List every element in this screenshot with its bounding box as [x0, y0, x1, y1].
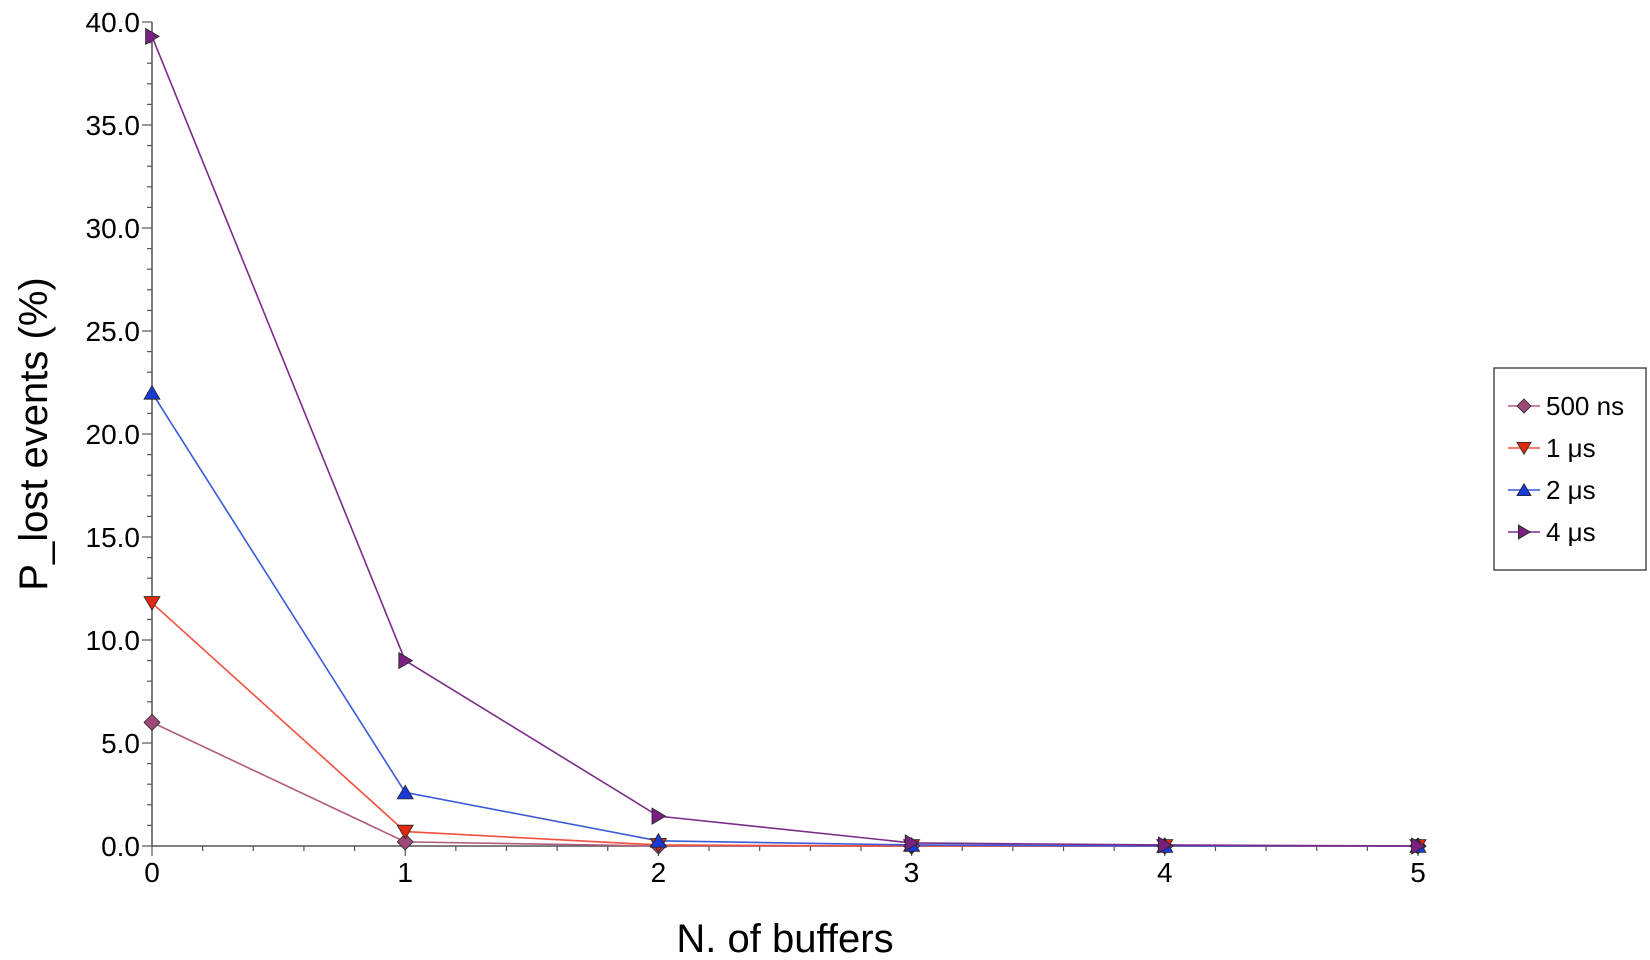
y-tick-label: 15.0	[86, 522, 141, 553]
data-point-2-s	[396, 784, 414, 800]
y-tick-label: 10.0	[86, 625, 141, 656]
x-tick-label: 1	[397, 857, 413, 888]
series-line-500-ns	[151, 721, 1418, 847]
axes: 0.0 5.0 10.0 15.0 20.0 25.0 30.0 35.0 40.0 0 1 2 3 4 5	[86, 7, 1426, 888]
y-axis-title: P_lost events (%)	[12, 277, 56, 590]
legend-label-500-ns: 500 ns	[1546, 391, 1624, 421]
data-point-4-s	[1158, 836, 1173, 854]
y-tick-label: 35.0	[86, 110, 141, 141]
series-markers	[143, 27, 1427, 855]
y-tick-label: 25.0	[86, 316, 141, 347]
x-axis-title: N. of buffers	[676, 917, 893, 960]
data-point-500-ns	[396, 833, 414, 851]
y-tick-label: 0.0	[101, 831, 140, 862]
legend: 500 ns 1 μs 2 μs 4 μs	[1493, 367, 1647, 571]
legend-label-4-s: 4 μs	[1546, 517, 1596, 547]
legend-label-2-s: 2 μs	[1546, 475, 1596, 505]
legend-marker-2-s	[1516, 482, 1532, 496]
data-point-1-s	[143, 596, 161, 611]
y-tick-label: 20.0	[86, 419, 141, 450]
y-tick-label: 5.0	[101, 728, 140, 759]
legend-marker-4-s	[1518, 524, 1532, 540]
legend-marker-1-s	[1516, 442, 1532, 456]
data-point-2-s	[649, 832, 668, 848]
x-tick-label: 4	[1157, 857, 1173, 888]
series-line-1-s	[151, 602, 1418, 847]
x-tick-label: 2	[651, 857, 667, 888]
data-point-4-s	[145, 27, 160, 46]
data-point-4-s	[398, 651, 414, 670]
y-tick-label: 40.0	[86, 7, 141, 38]
legend-marker-500-ns	[1516, 398, 1532, 414]
data-point-4-s	[904, 834, 920, 852]
series-line-4-s	[151, 36, 1419, 847]
series-lines	[151, 36, 1419, 847]
x-tick-label: 5	[1410, 857, 1426, 888]
data-point-4-s	[651, 807, 667, 825]
x-tick-label: 0	[144, 857, 160, 888]
x-tick-label: 3	[904, 857, 920, 888]
data-point-2-s	[143, 384, 161, 400]
data-point-1-s	[396, 824, 414, 840]
data-point-4-s	[1411, 837, 1426, 855]
data-point-500-ns	[143, 713, 161, 731]
y-tick-label: 30.0	[86, 213, 141, 244]
series-line-2-s	[151, 392, 1418, 847]
legend-label-1-s: 1 μs	[1546, 433, 1596, 463]
